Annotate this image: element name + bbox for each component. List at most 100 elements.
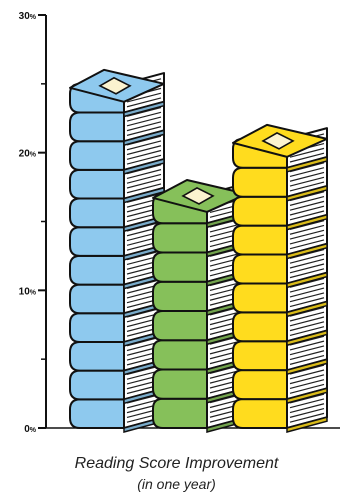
page-line	[289, 369, 325, 380]
book-cover	[232, 311, 288, 343]
page-line	[289, 263, 325, 274]
book-back-cover	[123, 100, 165, 118]
book-cover	[69, 312, 125, 343]
page-line	[289, 205, 325, 216]
book-back-cover	[286, 184, 328, 202]
page-line	[289, 379, 325, 390]
page-line	[126, 178, 162, 189]
chart-caption: Reading Score Improvement	[74, 455, 279, 472]
page-line	[289, 253, 325, 264]
book-cover	[152, 339, 208, 371]
book-cover	[69, 168, 125, 200]
book-back-cover	[286, 387, 328, 405]
bars-layer	[69, 68, 328, 433]
page-line	[289, 374, 325, 385]
page-line	[289, 167, 325, 178]
page-line	[126, 145, 162, 156]
page-line	[126, 173, 162, 184]
page-line	[289, 297, 325, 308]
book-cover	[152, 309, 208, 342]
book-icon	[232, 213, 328, 260]
page-line	[289, 282, 325, 293]
y-tick-label: 0%	[24, 424, 37, 435]
book-icon	[69, 100, 165, 147]
page-line	[126, 140, 162, 151]
page-line	[289, 311, 325, 322]
book-cover	[69, 140, 125, 171]
book-back-cover	[286, 300, 328, 318]
book-cover	[69, 283, 125, 315]
page-line	[289, 326, 325, 337]
y-tick-label: 10%	[19, 286, 37, 297]
page-line	[126, 92, 162, 103]
page-line	[289, 407, 325, 418]
page-line	[289, 412, 325, 423]
page-line	[126, 154, 162, 165]
book-cover	[152, 222, 208, 254]
page-line	[289, 171, 325, 182]
page-line	[126, 97, 162, 108]
page-line	[289, 340, 325, 351]
book-cover	[232, 369, 288, 401]
book-cover	[152, 251, 208, 283]
book-cover	[232, 166, 288, 198]
y-tick-value: 20	[19, 149, 31, 160]
y-tick-unit: %	[30, 14, 37, 21]
y-tick-label: 20%	[19, 149, 37, 160]
y-tick-value: 30	[19, 11, 31, 22]
book-cover	[152, 397, 208, 429]
page-line	[289, 345, 325, 356]
book-cover	[69, 254, 125, 286]
book-cover	[232, 224, 288, 256]
chart-caption-subtitle: (in one year)	[137, 476, 216, 492]
page-line	[289, 268, 325, 279]
book-back-cover	[286, 156, 328, 173]
book-cover	[232, 282, 288, 314]
page-line	[126, 116, 162, 127]
page-line	[289, 403, 325, 414]
book-label	[181, 187, 215, 205]
book-cover	[69, 197, 125, 229]
book-cover	[232, 340, 288, 372]
page-line	[289, 176, 325, 187]
book-label	[261, 131, 295, 150]
page-line	[126, 111, 162, 122]
page-line	[289, 316, 325, 327]
page-line	[289, 224, 325, 235]
page-line	[289, 287, 325, 298]
book-cover	[69, 340, 125, 372]
book-back-cover	[286, 213, 328, 231]
y-tick-unit: %	[30, 289, 37, 296]
page-line	[289, 181, 325, 192]
page-line	[289, 350, 325, 361]
page-line	[289, 398, 325, 409]
page-line	[126, 149, 162, 160]
book-cover	[152, 368, 208, 400]
page-line	[289, 210, 325, 221]
book-label	[98, 76, 132, 95]
bar-3	[232, 123, 328, 433]
book-cover	[69, 398, 125, 429]
page-line	[126, 183, 162, 194]
page-line	[126, 126, 162, 136]
y-tick-label: 30%	[19, 11, 37, 22]
page-line	[289, 383, 325, 394]
page-line	[289, 200, 325, 211]
book-cover	[232, 253, 288, 285]
y-tick-value: 10	[19, 286, 31, 297]
book-back-cover	[286, 416, 328, 433]
page-line	[289, 229, 325, 240]
page-line	[126, 121, 162, 132]
book-back-cover	[123, 158, 165, 175]
page-line	[289, 321, 325, 332]
page-line	[289, 147, 325, 158]
book-icon	[232, 184, 328, 231]
page-line	[126, 169, 162, 180]
book-back-cover	[123, 129, 165, 147]
book-cover	[152, 280, 208, 312]
book-back-cover	[286, 358, 328, 376]
book-back-cover	[286, 271, 328, 289]
page-line	[289, 234, 325, 245]
y-tick-value: 0	[24, 424, 30, 435]
